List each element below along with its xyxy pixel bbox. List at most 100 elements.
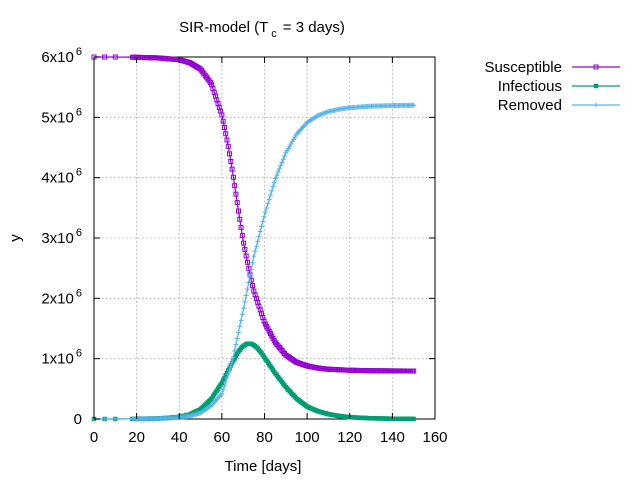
x-tick-label: 100 [295,429,320,446]
data-point [224,375,230,381]
x-tick-label: 140 [380,429,405,446]
y-tick-exponent: 6 [76,167,82,179]
data-point [235,329,241,335]
data-point [230,354,236,360]
x-tick-label: 0 [90,429,98,446]
data-point [250,260,256,266]
data-point [223,373,228,378]
y-tick-base: 2x10 [41,290,74,307]
x-tick-label: 80 [256,429,273,446]
data-point [230,174,236,180]
data-point [276,166,282,172]
data-point [278,163,284,169]
data-point [238,317,244,323]
data-point [411,416,416,422]
y-tick-base: 4x10 [41,170,74,187]
chart-title-subscript: c [271,28,277,40]
data-point [261,318,267,324]
data-point [237,216,243,222]
data-point [224,137,230,143]
y-tick-label: 5x10 6 [41,106,82,126]
data-point [102,54,108,60]
y-tick-label: 1x10 6 [41,348,82,368]
series-infectious [91,341,416,422]
data-point [239,233,245,239]
data-point [223,131,229,137]
data-point [270,184,276,190]
data-point [225,371,231,377]
data-point [229,359,235,365]
data-point [248,266,254,272]
data-point [232,348,238,354]
data-point [242,299,248,305]
data-point [255,238,261,244]
y-tick-exponent: 6 [76,287,82,299]
data-point [267,192,273,198]
data-point [233,353,239,359]
series-susceptible [91,54,417,374]
y-tick-label: 4x10 6 [41,167,82,187]
data-point [273,175,279,181]
legend-label: Removed [498,97,562,114]
data-point [112,416,118,422]
data-point [280,156,286,162]
data-point [237,323,243,329]
y-tick-exponent: 6 [76,227,82,239]
chart-title-main: SIR-model (T [179,19,268,36]
legend-label: Infectious [498,78,562,95]
chart-title-tail: = 3 days) [283,19,345,36]
data-point [233,342,239,348]
data-point [244,259,250,265]
data-point [228,158,234,164]
data-point [221,124,227,130]
x-tick-label: 160 [422,429,447,446]
data-point [274,172,280,178]
data-point [411,368,417,374]
data-point [244,286,250,292]
data-point [411,102,417,108]
data-point [227,367,233,373]
data-point [238,224,244,230]
legend: Susceptible Infectious Removed [484,59,620,114]
data-point [221,383,227,389]
series-line [94,56,414,372]
data-point [112,54,118,60]
y-axis-label: y [7,234,24,242]
series-layer [91,54,417,422]
data-point [246,266,252,272]
data-point [282,153,288,159]
data-point [224,370,230,376]
y-tick-label: 6x10 6 [41,46,82,66]
data-point [227,151,233,157]
data-point [251,253,257,259]
data-point [225,143,231,149]
data-point [264,205,270,211]
legend-marker [593,102,599,108]
data-point [220,118,226,124]
x-tick-label: 120 [337,429,362,446]
y-tick-base: 3x10 [41,230,74,247]
data-point [265,201,271,207]
data-point [243,253,249,259]
y-tick-label: 0 [74,411,82,428]
y-tick-base: 5x10 [41,109,74,126]
series-line [94,342,414,420]
legend-label: Susceptible [484,59,562,76]
chart-title: SIR-model (T c = 3 days) [179,19,345,40]
series-removed [91,102,417,422]
data-point [197,66,203,72]
data-point [275,169,281,175]
data-point [229,166,235,172]
data-point [260,219,266,225]
data-point [271,179,277,185]
data-point [250,283,256,289]
data-point [219,391,225,397]
data-point [261,214,267,220]
data-point [259,224,265,230]
data-point [253,243,259,249]
y-tick-label: 3x10 6 [41,227,82,247]
data-point [246,280,252,286]
data-point [234,336,240,342]
data-point [266,196,272,202]
